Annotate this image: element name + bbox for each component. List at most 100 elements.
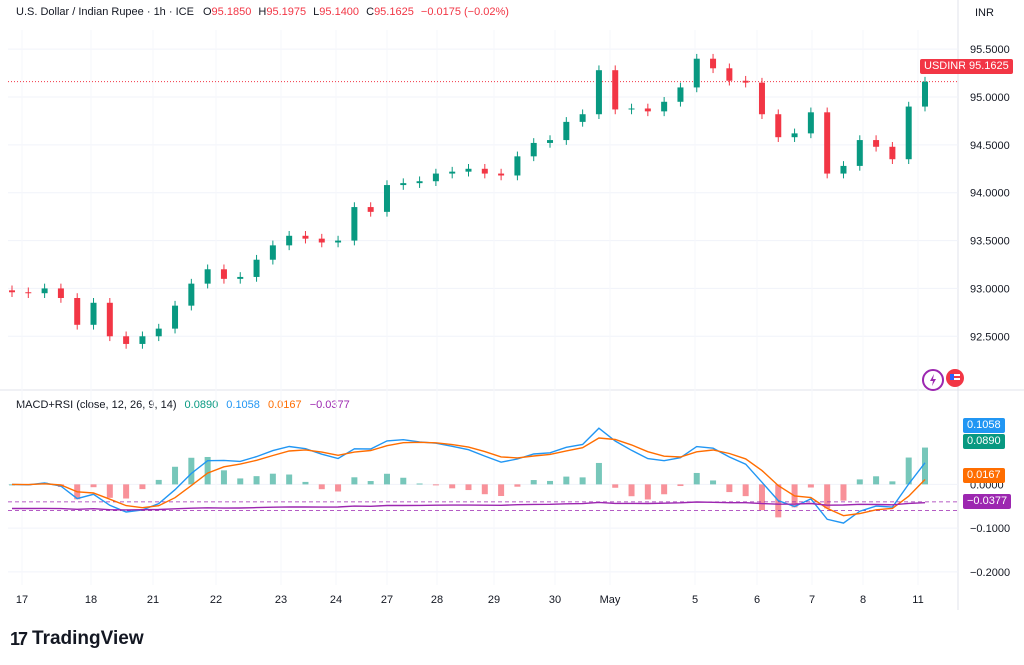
macd-histogram-bar <box>661 484 668 495</box>
candle-body <box>155 328 162 337</box>
macd-histogram-bar <box>220 470 227 485</box>
candle-body <box>873 140 880 147</box>
candle-body <box>237 276 244 279</box>
candle-body <box>498 173 505 176</box>
time-tick-label: 24 <box>330 594 342 606</box>
candle-body <box>302 235 309 239</box>
macd-histogram-bar <box>889 481 896 485</box>
candle-body <box>889 146 896 160</box>
macd-histogram-bar <box>188 457 195 485</box>
macd-histogram-bar <box>237 478 244 485</box>
macd-histogram-bar <box>139 484 146 490</box>
candle-body <box>318 238 325 243</box>
candle-body <box>74 298 81 325</box>
signal-line <box>11 437 926 517</box>
candle-body <box>530 142 537 157</box>
rsi-line <box>12 501 926 511</box>
change-value: −0.0175 (−0.02%) <box>420 6 509 18</box>
macd-histogram-bar <box>253 476 260 485</box>
candle-body <box>807 112 814 134</box>
time-tick-label: 5 <box>692 594 698 606</box>
macd-histogram-bar <box>90 484 97 488</box>
low-label: L <box>313 6 320 18</box>
candle-body <box>775 114 782 138</box>
candle-body <box>905 106 912 160</box>
macd-histogram-bar <box>905 457 912 485</box>
time-tick-label: 8 <box>860 594 866 606</box>
time-tick-label: 7 <box>809 594 815 606</box>
candle-body <box>220 269 227 279</box>
macd-histogram-bar <box>106 484 113 498</box>
macd-value-1: 0.0890 <box>184 399 219 411</box>
macd-histogram-bar <box>595 462 602 485</box>
macd-line <box>11 427 926 524</box>
macd-histogram-bar <box>514 484 521 487</box>
price-tick-label: 95.0000 <box>970 92 1010 104</box>
macd-histogram-bar <box>922 447 928 485</box>
candle-body <box>253 259 260 277</box>
macd-histogram-bar <box>612 484 619 488</box>
price-chart[interactable]: 95.5000 95.0000 94.5000 94.0000 93.5000 93.00… <box>0 0 1024 620</box>
price-tick-label: 93.5000 <box>970 236 1010 248</box>
candle-body <box>188 283 195 306</box>
time-tick-label: 17 <box>16 594 28 606</box>
macd-histogram-bar <box>807 484 814 488</box>
time-tick-label: May <box>600 594 621 606</box>
macd-histogram-bar <box>498 484 505 497</box>
macd-histogram-bar <box>286 474 293 485</box>
macd-histogram-bar <box>547 480 554 485</box>
macd-value-4: −0.0377 <box>309 399 350 411</box>
macd-histogram-bar <box>204 456 211 485</box>
candle-body <box>286 235 293 246</box>
lightning-icon[interactable] <box>922 369 944 391</box>
candle-body <box>579 114 586 122</box>
macd-histogram-bar <box>579 477 586 485</box>
low-value: 95.1400 <box>319 6 360 18</box>
macd-histogram-bar <box>449 484 456 489</box>
macd-histogram-bar <box>302 481 309 485</box>
macd-histogram-bar <box>481 484 488 495</box>
macd-histogram-bar <box>856 479 863 485</box>
flag-icon[interactable] <box>946 369 964 387</box>
macd-histogram-bar <box>269 473 276 485</box>
candle-body <box>481 168 488 174</box>
candle-body <box>335 240 342 243</box>
macd-histogram-bar <box>693 472 700 485</box>
candle-body <box>383 185 390 212</box>
candle-body <box>90 302 97 325</box>
candle-body <box>693 58 700 88</box>
macd-histogram-bar <box>318 484 325 490</box>
macd-legend: MACD+RSI (close, 12, 26, 9, 14) 0.0890 0… <box>16 399 350 411</box>
time-tick-label: 29 <box>488 594 500 606</box>
open-value: 95.1850 <box>211 6 252 18</box>
candle-body <box>922 81 928 107</box>
last-price-tag: 95.1625 <box>965 59 1013 74</box>
macd-tick-label: −0.1000 <box>970 523 1010 535</box>
macd-histogram-bar <box>400 477 407 485</box>
time-tick-label: 21 <box>147 594 159 606</box>
candle-body <box>547 140 554 143</box>
macd-histogram-bar <box>824 484 831 509</box>
macd-histogram-bar <box>432 484 439 486</box>
price-tick-label: 93.0000 <box>970 283 1010 295</box>
candle-body <box>9 290 15 293</box>
candle-body <box>57 288 64 298</box>
candle-body <box>449 171 456 174</box>
price-tick-label: 95.5000 <box>970 44 1010 56</box>
candle-body <box>595 70 602 115</box>
price-tick-label: 92.5000 <box>970 331 1010 343</box>
macd-histogram-bar <box>726 484 733 493</box>
candle-body <box>661 101 668 112</box>
macd-histogram-bar <box>351 477 358 485</box>
candle-body <box>416 181 423 184</box>
symbol-tag: USDINR <box>920 59 971 74</box>
macd-histogram-bar <box>155 479 162 485</box>
macd-histogram-bar <box>710 480 717 485</box>
candle-body <box>139 336 146 344</box>
candle-body <box>351 207 358 241</box>
macd-histogram-bar <box>563 476 570 485</box>
time-tick-label: 30 <box>549 594 561 606</box>
candle-body <box>628 108 635 110</box>
macd-histogram-bar <box>628 484 635 497</box>
tradingview-logo: 17 TradingView <box>10 628 144 650</box>
